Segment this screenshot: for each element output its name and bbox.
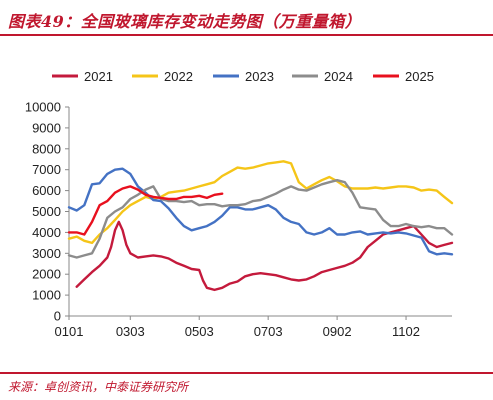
legend-label-2022: 2022 xyxy=(164,69,193,84)
series-line-2024 xyxy=(67,179,454,259)
y-tick-label: 9000 xyxy=(32,120,61,135)
y-tick-label: 0 xyxy=(54,309,61,324)
y-tick-label: 3000 xyxy=(32,246,61,261)
legend-label-2021: 2021 xyxy=(84,69,113,84)
y-tick-label: 8000 xyxy=(32,141,61,156)
x-tick-label: 0503 xyxy=(185,324,214,339)
x-tick-label: 1102 xyxy=(392,324,420,339)
x-tick-label: 0902 xyxy=(323,324,352,339)
series-line-2025 xyxy=(67,185,224,236)
y-tick-label: 1000 xyxy=(32,288,61,303)
source-divider xyxy=(0,372,493,374)
x-tick-label: 0101 xyxy=(55,324,84,339)
y-tick-label: 4000 xyxy=(32,225,61,240)
legend-label-2023: 2023 xyxy=(245,69,274,84)
title-divider xyxy=(0,34,493,36)
series-line-2021 xyxy=(75,220,454,292)
source-note: 来源：卓创资讯，中泰证券研究所 xyxy=(8,380,189,394)
x-tick-label: 0303 xyxy=(116,324,145,339)
series-line-2023 xyxy=(67,167,454,256)
x-tick-label: 0703 xyxy=(254,324,283,339)
series-line-2022 xyxy=(67,160,454,245)
y-tick-label: 7000 xyxy=(32,162,61,177)
legend-label-2025: 2025 xyxy=(405,69,434,84)
y-tick-label: 6000 xyxy=(32,183,61,198)
y-tick-label: 5000 xyxy=(32,204,61,219)
legend-label-2024: 2024 xyxy=(324,69,353,84)
y-tick-label: 2000 xyxy=(32,267,61,282)
y-tick-label: 10000 xyxy=(25,100,61,115)
figure-title: 图表49：全国玻璃库存变动走势图（万重量箱） xyxy=(8,12,362,31)
